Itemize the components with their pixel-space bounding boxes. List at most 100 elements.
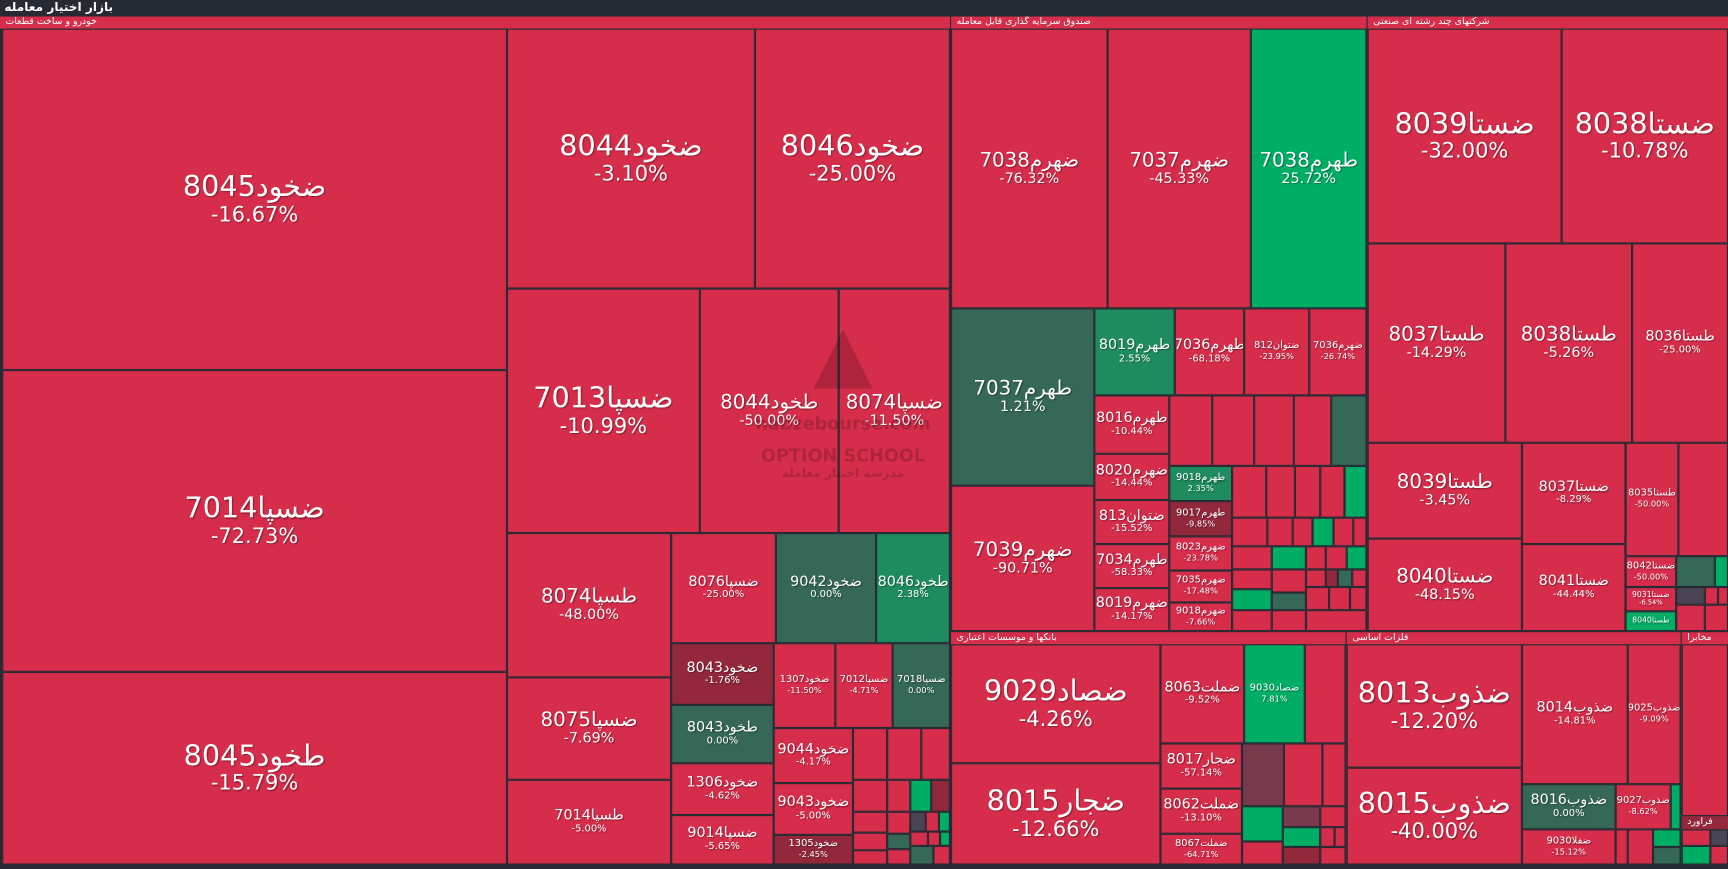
treemap-tile[interactable]: طخود8043 0.00% — [671, 704, 774, 764]
treemap-tile-small[interactable] — [852, 832, 888, 851]
treemap-tile-small[interactable] — [1331, 395, 1367, 466]
treemap-tile[interactable]: طهرم7037 1.21% — [951, 308, 1095, 486]
treemap-tile[interactable]: ضملت8062 -13.10% — [1160, 788, 1242, 834]
treemap-tile[interactable]: ضخود1306 -4.62% — [671, 763, 774, 816]
sector-header[interactable]: بانکها و موسسات اعتباری — [951, 632, 1346, 645]
treemap-tile-small[interactable] — [1232, 465, 1267, 518]
sector-header[interactable]: فلزات اساسی — [1346, 632, 1681, 645]
treemap-tile-small[interactable] — [933, 845, 950, 865]
treemap-tile[interactable]: ضهرم8023 -23.78% — [1169, 536, 1233, 571]
treemap-tile[interactable]: ضخود9042 0.00% — [775, 533, 877, 644]
treemap-tile[interactable]: ضصاد9030 7.81% — [1244, 644, 1305, 744]
sector-header[interactable]: خودرو و ساخت قطعات — [0, 16, 950, 29]
sector-header[interactable]: شرکتهای چند رشته ای صنعتی — [1367, 16, 1728, 29]
treemap-tile-small[interactable] — [1212, 395, 1255, 466]
treemap-tile[interactable]: طستا8037 -14.29% — [1367, 243, 1506, 443]
treemap-tile-small[interactable] — [1294, 465, 1321, 518]
treemap-tile-small[interactable] — [1676, 604, 1705, 632]
treemap-tile[interactable]: ضهرم7035 -17.48% — [1169, 570, 1233, 603]
treemap-tile[interactable]: طستا8036 -25.00% — [1632, 243, 1728, 443]
treemap-tile[interactable]: ضخود8046 -25.00% — [754, 28, 950, 289]
treemap-tile-small[interactable] — [1267, 517, 1293, 547]
treemap-tile-small[interactable] — [1710, 845, 1728, 865]
treemap-tile[interactable]: ضخود1305 -2.45% — [773, 834, 853, 865]
treemap-tile-small[interactable] — [1681, 829, 1711, 846]
treemap-tile-small[interactable] — [1282, 827, 1321, 847]
treemap-tile-small[interactable] — [1320, 827, 1335, 847]
treemap-tile[interactable]: ضهرم9018 -7.66% — [1169, 602, 1233, 632]
treemap-tile-small[interactable] — [1320, 846, 1346, 865]
treemap-tile[interactable]: ضتوان812 -23.95% — [1244, 308, 1310, 396]
treemap-tile-small[interactable] — [1305, 546, 1326, 570]
treemap-tile[interactable]: ضسپا7014 -72.73% — [2, 370, 507, 672]
treemap-tile-small[interactable] — [1710, 829, 1728, 846]
treemap-tile[interactable]: طهرم8016 -10.44% — [1094, 395, 1170, 454]
treemap-tile[interactable]: ضهرم7039 -90.71% — [951, 485, 1095, 632]
treemap-tile-small[interactable] — [887, 728, 922, 780]
treemap-tile[interactable]: ضستا8037 -8.29% — [1521, 442, 1626, 545]
treemap-tile[interactable]: ضخود9044 -4.17% — [773, 728, 853, 784]
treemap-tile-small[interactable] — [1232, 569, 1272, 590]
treemap-tile[interactable]: طهرم7036 -68.18% — [1174, 308, 1245, 396]
treemap-tile-small[interactable] — [1232, 517, 1268, 547]
treemap-tile[interactable]: ضخود1307 -11.50% — [773, 643, 836, 729]
treemap-tile-small[interactable] — [925, 811, 939, 832]
treemap-tile-small[interactable] — [1271, 592, 1306, 611]
treemap-tile[interactable]: ضخود9043 -5.00% — [773, 783, 853, 835]
treemap-tile[interactable]: ضستا8041 -44.44% — [1521, 544, 1626, 632]
treemap-tile[interactable]: طسپا7014 -5.00% — [506, 779, 672, 865]
treemap-tile-small[interactable] — [887, 833, 911, 850]
treemap-tile[interactable]: طهرم7038 25.72% — [1250, 28, 1367, 309]
treemap-tile-small[interactable] — [1241, 806, 1283, 842]
treemap-tile[interactable]: طهرم8019 2.55% — [1094, 308, 1175, 396]
treemap-tile-small[interactable] — [1312, 517, 1334, 547]
treemap-tile-small[interactable] — [1678, 442, 1728, 557]
sector-header[interactable]: مخابرا — [1681, 632, 1728, 645]
treemap-tile[interactable]: طستا8040 — [1625, 611, 1677, 632]
treemap-tile[interactable]: ضسپا8076 -25.00% — [671, 533, 776, 644]
treemap-tile[interactable]: ضجار8017 -57.14% — [1160, 743, 1242, 789]
treemap-tile-small[interactable] — [931, 779, 950, 812]
treemap-tile-small[interactable] — [1304, 644, 1346, 744]
treemap-tile[interactable]: ضهرم7036 -26.74% — [1309, 308, 1367, 396]
treemap-tile-small[interactable] — [1266, 465, 1295, 518]
treemap-tile-small[interactable] — [940, 831, 950, 846]
treemap-tile-small[interactable] — [1349, 587, 1367, 611]
treemap-tile[interactable]: ضسپا7012 -4.71% — [835, 643, 893, 729]
treemap-tile[interactable]: ضسپا9014 -5.65% — [671, 815, 774, 865]
treemap-tile-small[interactable] — [1254, 395, 1294, 466]
treemap-tile-small[interactable] — [910, 779, 932, 812]
treemap-tile[interactable]: ضذوب9025 -9.09% — [1627, 644, 1681, 785]
treemap-tile[interactable]: ضسپا7013 -10.99% — [506, 288, 700, 534]
treemap-tile-small[interactable] — [1676, 587, 1705, 605]
treemap-tile-small[interactable] — [1305, 610, 1367, 632]
treemap-tile-small[interactable] — [852, 779, 888, 812]
treemap-tile-small[interactable] — [1292, 517, 1313, 547]
treemap-tile[interactable]: ضذوب8013 -12.20% — [1346, 644, 1522, 768]
treemap-tile-small[interactable] — [1676, 556, 1715, 588]
treemap-tile[interactable]: ضخود8045 -16.67% — [2, 28, 507, 371]
sector-header[interactable]: فراورد — [1681, 816, 1728, 830]
treemap-tile[interactable]: ضتوان813 -15.52% — [1094, 500, 1170, 545]
treemap-tile-small[interactable] — [1305, 569, 1326, 588]
treemap-tile-small[interactable] — [1352, 569, 1367, 588]
treemap-tile[interactable]: ضذوب9027 -8.62% — [1615, 784, 1671, 830]
treemap-tile-small[interactable] — [1653, 846, 1681, 865]
treemap-tile-small[interactable] — [1293, 395, 1332, 466]
treemap-tile-small[interactable] — [1320, 806, 1346, 828]
treemap-tile-small[interactable] — [1232, 546, 1272, 570]
treemap-tile-small[interactable] — [1653, 829, 1681, 847]
treemap-tile[interactable]: ضستا8039 -32.00% — [1367, 28, 1562, 244]
treemap-tile[interactable]: ضهرم7037 -45.33% — [1107, 28, 1251, 309]
treemap-tile[interactable]: طسپا8074 -48.00% — [506, 533, 672, 678]
treemap-tile-small[interactable] — [1344, 465, 1367, 518]
treemap-tile[interactable]: ضخود8043 -1.76% — [671, 643, 774, 705]
treemap-tile-small[interactable] — [1322, 743, 1346, 807]
treemap-tile[interactable]: طستا8038 -5.26% — [1505, 243, 1633, 443]
treemap-tile[interactable]: ضهرم8019 -14.17% — [1094, 588, 1170, 632]
treemap-tile-small[interactable] — [1627, 829, 1654, 865]
treemap-tile-small[interactable] — [1241, 743, 1284, 807]
treemap-tile[interactable]: ضملت8067 -64.71% — [1160, 833, 1242, 865]
treemap-tile-small[interactable] — [1282, 846, 1321, 865]
treemap-tile-small[interactable] — [1282, 806, 1321, 828]
